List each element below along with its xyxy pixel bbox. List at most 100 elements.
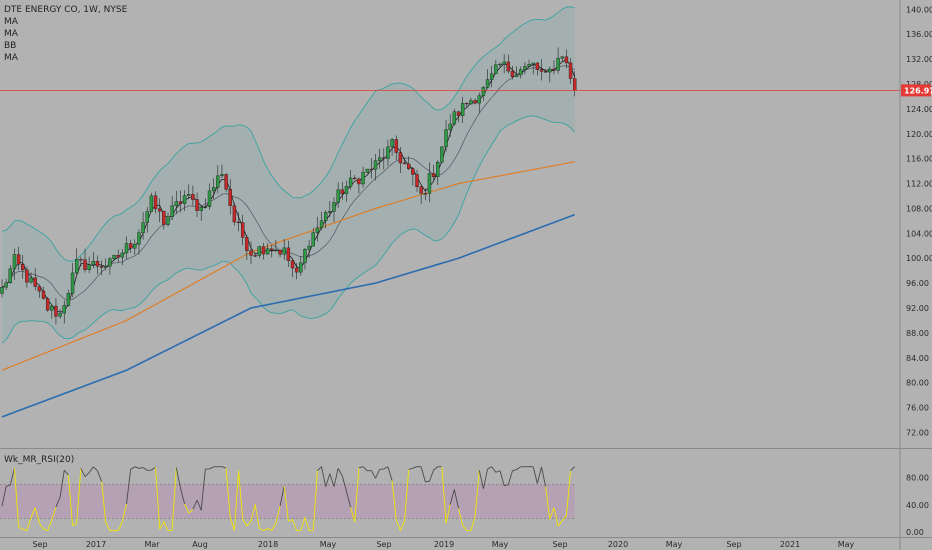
rsi-title-group: Wk_MR_RSI(20) [4,455,74,465]
candle [236,221,241,224]
candle [170,205,174,217]
candle [253,255,257,257]
rsi-segment [76,468,82,524]
candle [54,305,58,317]
rsi-segment [561,515,567,521]
rsi-segment [536,466,542,484]
candle [390,139,394,148]
time-tick-label: Mar [144,540,160,549]
candle [141,222,145,233]
candle [531,62,535,65]
candle [199,207,203,211]
time-tick-label: 2021 [780,540,800,549]
rsi-segment [22,528,28,532]
candle [365,168,369,173]
candle [299,262,303,273]
candle [37,286,42,292]
rsi-segment [138,467,144,469]
price-tick-label: 76.00 [906,404,929,413]
candle [95,261,100,267]
candle [74,259,79,274]
rsi-segment [433,466,439,471]
candle [50,305,54,311]
rsi-segment [72,522,77,527]
candle [382,157,386,159]
rsi-segment [250,504,256,522]
rsi-segment [155,467,161,530]
candle [58,312,62,317]
rsi-segment [375,469,381,479]
rsi-indicator-pane[interactable] [0,466,576,532]
candle [45,298,50,311]
rsi-tick-label: 80.00 [906,474,929,483]
time-tick-label: Sep [376,540,391,549]
rsi-segment [254,504,260,529]
candle [257,246,261,256]
time-tick-label: May [320,540,337,549]
candle [265,248,270,255]
candle [87,264,91,270]
candle [556,57,560,71]
candle [568,62,573,79]
rsi-segment [341,475,347,492]
candle [203,206,208,208]
rsi-segment [292,519,298,531]
candle [25,269,29,283]
candle [440,146,444,163]
rsi-segment [192,500,198,510]
candle [419,186,423,194]
rsi-segment [545,486,551,520]
price-tick-label: 136.00 [906,30,932,39]
candle [573,78,577,91]
price-tick-label: 112.00 [906,180,932,189]
rsi-segment [130,466,136,470]
candle [16,254,21,265]
candle [552,68,556,71]
rsi-segment [300,517,306,531]
candle [228,189,232,206]
rsi-segment [59,470,65,498]
candle [108,258,112,267]
candle [261,246,266,255]
candle [415,174,419,187]
price-tick-label: 104.00 [906,229,932,238]
rsi-segment [570,466,576,472]
candle [187,194,191,196]
price-tick-label: 88.00 [906,329,929,338]
candle [286,247,291,261]
rsi-segment [516,466,522,470]
rsi-segment [142,467,148,471]
candle [211,187,216,192]
candle [373,160,378,170]
rsi-segment [304,517,310,531]
candle [66,293,71,306]
rsi-segment [565,470,571,516]
bollinger-lower-band [1,115,576,344]
rsi-segment [425,480,430,483]
price-tick-label: 84.00 [906,354,929,363]
candle [319,220,324,229]
rsi-segment [387,466,393,481]
rsi-segment [263,528,268,532]
price-tick-label: 140.00 [906,5,932,14]
rsi-segment [67,474,73,526]
ma-blue-line [1,213,575,418]
rsi-segment [337,468,343,477]
candle [104,266,108,268]
price-tag-value: 126.97 [904,86,932,95]
rsi-segment [88,466,94,473]
candle [498,63,502,66]
time-tick-label: Sep [552,540,567,549]
candle [21,264,25,271]
candle [481,87,486,96]
rsi-segment [358,466,364,469]
bollinger-band-fill [2,6,575,344]
candle [386,146,390,159]
main-price-pane[interactable] [0,6,900,418]
price-tag-box [901,84,931,97]
rsi-segment [18,526,23,530]
candle [41,290,46,299]
candle [485,79,490,88]
